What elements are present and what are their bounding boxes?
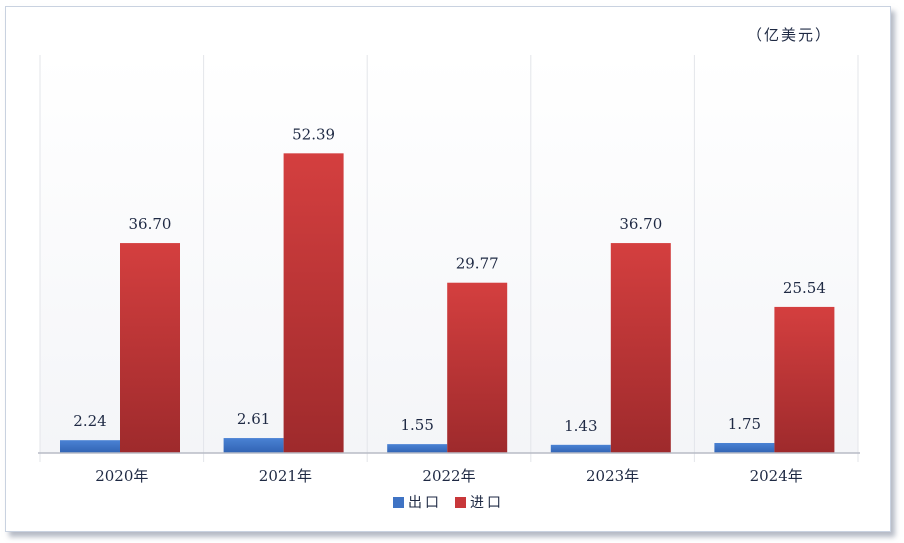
data-label-import-2023年: 36.70 [619,215,662,233]
data-label-export-2020年: 2.24 [73,412,106,430]
x-tick-label: 2021年 [259,467,312,485]
bars-group [60,153,835,453]
legend-label-export: 出口 [408,495,442,511]
bar-import-2023年 [610,243,671,453]
legend: 出口 进口 [393,495,504,511]
bar-export-2021年 [223,438,284,453]
legend-swatch-export [393,497,404,508]
x-tick-label: 2023年 [586,467,639,485]
bar-import-2022年 [447,282,508,453]
data-label-export-2021年: 2.61 [237,410,270,428]
x-tick-label: 2024年 [750,467,803,485]
data-labels-group: 2.24 36.70 2.61 52.39 1.55 29.77 1.43 36.70 1.75… [73,125,826,434]
bar-export-2024年 [714,442,775,453]
bar-import-2020年 [120,243,180,453]
data-label-export-2023年: 1.43 [564,417,597,435]
bar-export-2023年 [550,444,611,453]
data-label-import-2021年: 52.39 [292,125,335,143]
bar-export-2022年 [387,444,448,453]
bar-import-2021年 [283,153,344,453]
legend-swatch-import [455,497,466,508]
category-dividers [39,55,859,462]
data-label-export-2022年: 1.55 [400,416,433,434]
data-label-export-2024年: 1.75 [728,415,761,433]
x-tick-labels-group: 2020年 2021年 2022年 2023年 2024年 [95,467,803,485]
data-label-import-2024年: 25.54 [783,279,826,297]
bar-import-2024年 [774,306,835,453]
bar-export-2020年 [60,440,120,453]
data-label-import-2020年: 36.70 [129,215,172,233]
x-tick-label: 2022年 [422,467,475,485]
data-label-import-2022年: 29.77 [456,255,499,273]
x-tick-label: 2020年 [95,467,148,485]
unit-label: （亿美元） [747,26,832,44]
legend-label-import: 进口 [470,495,504,511]
